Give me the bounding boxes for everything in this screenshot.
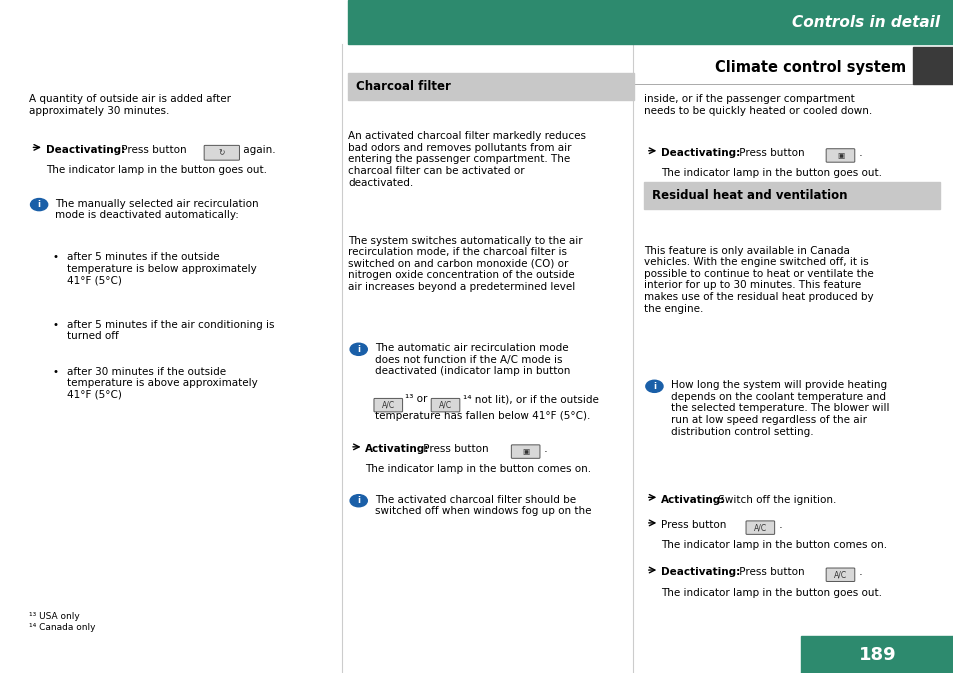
Circle shape <box>350 343 367 355</box>
Text: .: . <box>540 444 547 454</box>
Text: How long the system will provide heating
depends on the coolant temperature and
: How long the system will provide heating… <box>670 380 888 437</box>
Text: The indicator lamp in the button goes out.: The indicator lamp in the button goes ou… <box>660 588 882 598</box>
Bar <box>348 0 953 44</box>
Text: Charcoal filter: Charcoal filter <box>355 79 450 93</box>
Text: A/C: A/C <box>381 400 395 410</box>
Text: .: . <box>855 567 862 577</box>
Text: after 5 minutes if the air conditioning is
turned off: after 5 minutes if the air conditioning … <box>67 320 274 341</box>
Text: Residual heat and ventilation: Residual heat and ventilation <box>651 188 846 202</box>
FancyBboxPatch shape <box>825 568 854 581</box>
Text: The automatic air recirculation mode
does not function if the A/C mode is
deacti: The automatic air recirculation mode doe… <box>375 343 570 376</box>
Text: .: . <box>855 148 862 158</box>
FancyBboxPatch shape <box>745 521 774 534</box>
Text: The system switches automatically to the air
recirculation mode, if the charcoal: The system switches automatically to the… <box>348 236 582 292</box>
Text: inside, or if the passenger compartment
needs to be quickly heated or cooled dow: inside, or if the passenger compartment … <box>643 94 871 116</box>
Bar <box>801 636 953 673</box>
Text: The indicator lamp in the button comes on.: The indicator lamp in the button comes o… <box>660 540 886 551</box>
Text: Deactivating:: Deactivating: <box>46 145 125 155</box>
Text: This feature is only available in Canada
vehicles. With the engine switched off,: This feature is only available in Canada… <box>643 246 873 314</box>
Bar <box>912 47 953 84</box>
Text: i: i <box>652 382 656 391</box>
FancyBboxPatch shape <box>431 398 459 412</box>
Text: .: . <box>775 520 781 530</box>
Text: Controls in detail: Controls in detail <box>791 15 939 30</box>
Text: ▣: ▣ <box>521 447 529 456</box>
Circle shape <box>645 380 662 392</box>
FancyBboxPatch shape <box>825 149 854 162</box>
Text: The indicator lamp in the button goes out.: The indicator lamp in the button goes ou… <box>660 168 882 178</box>
Text: •: • <box>52 367 58 377</box>
FancyBboxPatch shape <box>204 145 239 160</box>
Text: after 5 minutes if the outside
temperature is below approximately
41°F (5°C): after 5 minutes if the outside temperatu… <box>67 252 256 285</box>
Text: The activated charcoal filter should be
switched off when windows fog up on the: The activated charcoal filter should be … <box>375 495 591 516</box>
Text: i: i <box>356 345 360 354</box>
Text: An activated charcoal filter markedly reduces
bad odors and removes pollutants f: An activated charcoal filter markedly re… <box>348 131 585 188</box>
Circle shape <box>350 495 367 507</box>
Text: Press button: Press button <box>735 567 803 577</box>
Text: Press button: Press button <box>419 444 488 454</box>
Text: temperature has fallen below 41°F (5°C).: temperature has fallen below 41°F (5°C). <box>375 411 590 421</box>
Text: ↻: ↻ <box>218 148 225 157</box>
Text: ¹³ USA only
¹⁴ Canada only: ¹³ USA only ¹⁴ Canada only <box>29 612 95 632</box>
Text: •: • <box>52 252 58 262</box>
Bar <box>643 182 939 209</box>
Text: The indicator lamp in the button comes on.: The indicator lamp in the button comes o… <box>365 464 591 474</box>
Text: A quantity of outside air is added after
approximately 30 minutes.: A quantity of outside air is added after… <box>29 94 231 116</box>
Text: Activating:: Activating: <box>365 444 429 454</box>
Text: ¹⁴ not lit), or if the outside: ¹⁴ not lit), or if the outside <box>462 394 598 404</box>
Text: •: • <box>52 320 58 330</box>
Text: A/C: A/C <box>833 570 846 579</box>
Text: Deactivating:: Deactivating: <box>660 148 740 158</box>
Text: Deactivating:: Deactivating: <box>660 567 740 577</box>
Text: after 30 minutes if the outside
temperature is above approximately
41°F (5°C): after 30 minutes if the outside temperat… <box>67 367 257 400</box>
Text: The indicator lamp in the button goes out.: The indicator lamp in the button goes ou… <box>46 165 267 175</box>
Text: Activating:: Activating: <box>660 495 724 505</box>
FancyBboxPatch shape <box>374 398 402 412</box>
Text: Press button: Press button <box>735 148 803 158</box>
Text: Switch off the ignition.: Switch off the ignition. <box>715 495 836 505</box>
Text: Press button: Press button <box>660 520 726 530</box>
Text: again.: again. <box>240 145 275 155</box>
Text: ¹³ or: ¹³ or <box>405 394 427 404</box>
FancyBboxPatch shape <box>511 445 539 458</box>
Bar <box>348 73 634 100</box>
Text: ▣: ▣ <box>836 151 843 160</box>
Text: The manually selected air recirculation
mode is deactivated automatically:: The manually selected air recirculation … <box>55 199 258 220</box>
Text: A/C: A/C <box>753 523 766 532</box>
Text: A/C: A/C <box>438 400 452 410</box>
Text: Climate control system: Climate control system <box>715 60 905 75</box>
Text: 189: 189 <box>858 646 896 664</box>
Text: Press button: Press button <box>118 145 187 155</box>
Text: i: i <box>37 200 41 209</box>
Circle shape <box>30 199 48 211</box>
Text: i: i <box>356 496 360 505</box>
